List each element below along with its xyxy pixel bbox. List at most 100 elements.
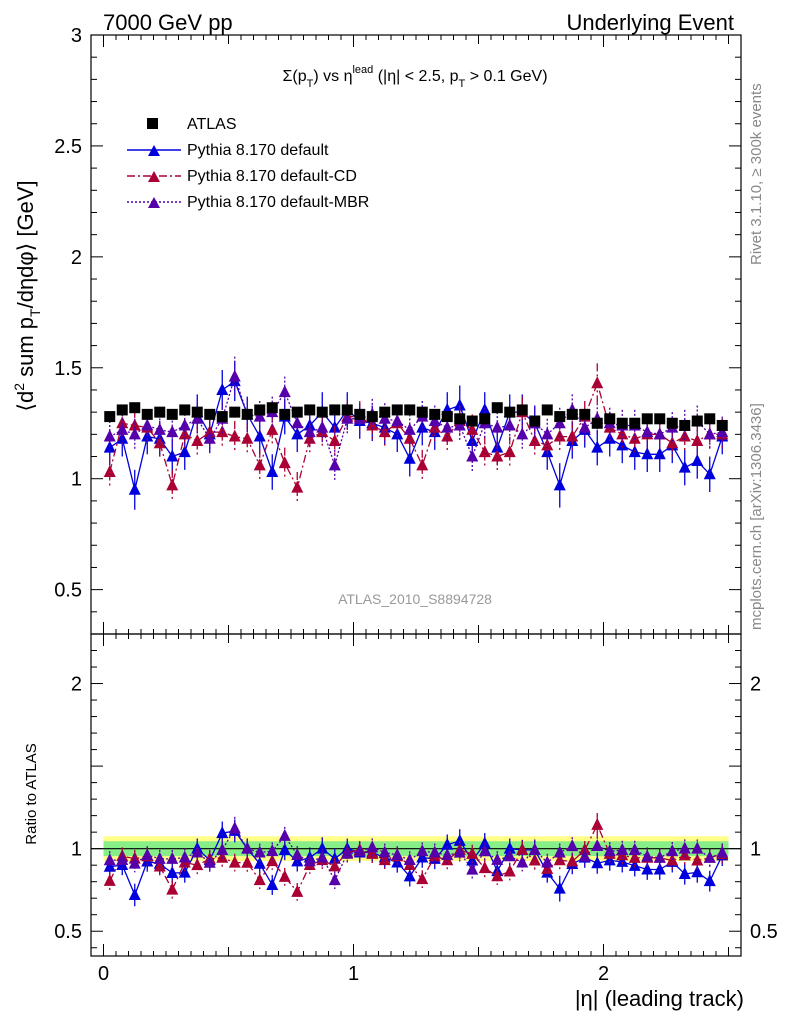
ratio-point-mbr (241, 841, 254, 854)
ratio-point-mbr (503, 849, 516, 862)
point-atlas (654, 413, 666, 425)
point-mbr (503, 418, 516, 431)
point-atlas (291, 406, 303, 418)
legend-marker-default (148, 145, 160, 156)
point-default (641, 447, 654, 460)
ratio-point-cd (553, 853, 566, 866)
ratio-point-mbr (291, 848, 304, 861)
legend-label-cd: Pythia 8.170 default-CD (187, 168, 357, 185)
point-atlas (341, 404, 353, 416)
point-atlas (366, 411, 378, 423)
x-tick-label: 1 (348, 963, 359, 985)
ratio-point-mbr (453, 845, 466, 858)
point-default (603, 431, 616, 444)
ratio-point-mbr (166, 851, 179, 864)
point-atlas (466, 415, 478, 427)
point-default (403, 451, 416, 464)
point-atlas (116, 404, 128, 416)
ratio-point-cd (378, 853, 391, 866)
ratio-point-default (316, 841, 329, 854)
ratio-point-mbr (553, 845, 566, 858)
ratio-point-cd (566, 854, 579, 867)
legend-label-default: Pythia 8.170 default (187, 142, 329, 159)
ratio-point-cd (153, 859, 166, 872)
ratio-point-default (653, 862, 666, 875)
legend-label-atlas: ATLAS (187, 116, 237, 133)
point-atlas (591, 417, 603, 429)
ratio-point-cd (691, 853, 704, 866)
ratio-point-mbr (428, 845, 441, 858)
point-atlas (491, 402, 503, 414)
ratio-point-mbr (516, 855, 529, 868)
point-atlas (179, 404, 191, 416)
ratio-point-mbr (541, 855, 554, 868)
point-cd (116, 416, 129, 429)
mcplots-label: mcplots.cern.ch [arXiv:1306.3436] (748, 403, 765, 630)
ratio-point-cd (516, 842, 529, 855)
point-mbr (541, 427, 554, 440)
ratio-point-mbr (441, 848, 454, 861)
ratio-point-default (416, 850, 429, 863)
point-atlas (516, 404, 528, 416)
point-cd (166, 478, 179, 491)
point-default (166, 449, 179, 462)
ratio-point-default (441, 837, 454, 850)
ratio-point-mbr (703, 850, 716, 863)
point-atlas (229, 406, 241, 418)
point-mbr (553, 416, 566, 429)
ratio-point-cd (291, 884, 304, 897)
x-tick-label: 2 (598, 963, 609, 985)
ratio-y-axis-label: Ratio to ATLAS (23, 743, 40, 844)
point-atlas (329, 404, 341, 416)
point-cd (553, 429, 566, 442)
point-cd (291, 480, 304, 493)
point-mbr (466, 449, 479, 462)
ratio-point-mbr (341, 846, 354, 859)
point-default (453, 398, 466, 411)
ratio-point-cd (528, 853, 541, 866)
point-atlas (454, 413, 466, 425)
point-mbr (491, 420, 504, 433)
point-mbr (153, 422, 166, 435)
point-atlas (141, 408, 153, 420)
ratio-point-mbr (691, 841, 704, 854)
ratio-point-cd (466, 846, 479, 859)
ratio-point-cd (253, 873, 266, 886)
point-default (466, 433, 479, 446)
point-atlas (154, 406, 166, 418)
ratio-point-mbr (153, 851, 166, 864)
ratio-point-mbr (353, 844, 366, 857)
rivet-label: Rivet 3.1.10, ≥ 300k events (748, 83, 765, 265)
point-cd (478, 445, 491, 458)
point-mbr (328, 458, 341, 471)
ratio-point-mbr (566, 839, 579, 852)
ratio-point-default (278, 842, 291, 855)
ratio-point-cd (241, 855, 254, 868)
point-mbr (116, 422, 129, 435)
ratio-point-default (266, 877, 279, 890)
ratio-point-mbr (578, 849, 591, 862)
y-tick-label: 2 (71, 247, 82, 269)
point-atlas (616, 417, 628, 429)
ratio-point-mbr (603, 844, 616, 857)
point-atlas (129, 402, 141, 414)
point-default (553, 478, 566, 491)
ratio-point-default (391, 855, 404, 868)
ratio-point-mbr (303, 854, 316, 867)
point-default (266, 465, 279, 478)
ratio-point-cd (103, 873, 116, 886)
ratio-point-mbr (253, 845, 266, 858)
ratio-point-default (291, 854, 304, 867)
point-mbr (278, 385, 291, 398)
ratio-point-mbr (666, 844, 679, 857)
ratio-y-tick-label-right: 1 (750, 839, 761, 861)
point-atlas (691, 415, 703, 427)
point-default (253, 429, 266, 442)
ratio-point-mbr (216, 842, 229, 855)
point-atlas (554, 411, 566, 423)
point-atlas (441, 411, 453, 423)
point-mbr (653, 427, 666, 440)
ratio-point-default (553, 881, 566, 894)
point-mbr (303, 425, 316, 438)
point-cd (691, 433, 704, 446)
